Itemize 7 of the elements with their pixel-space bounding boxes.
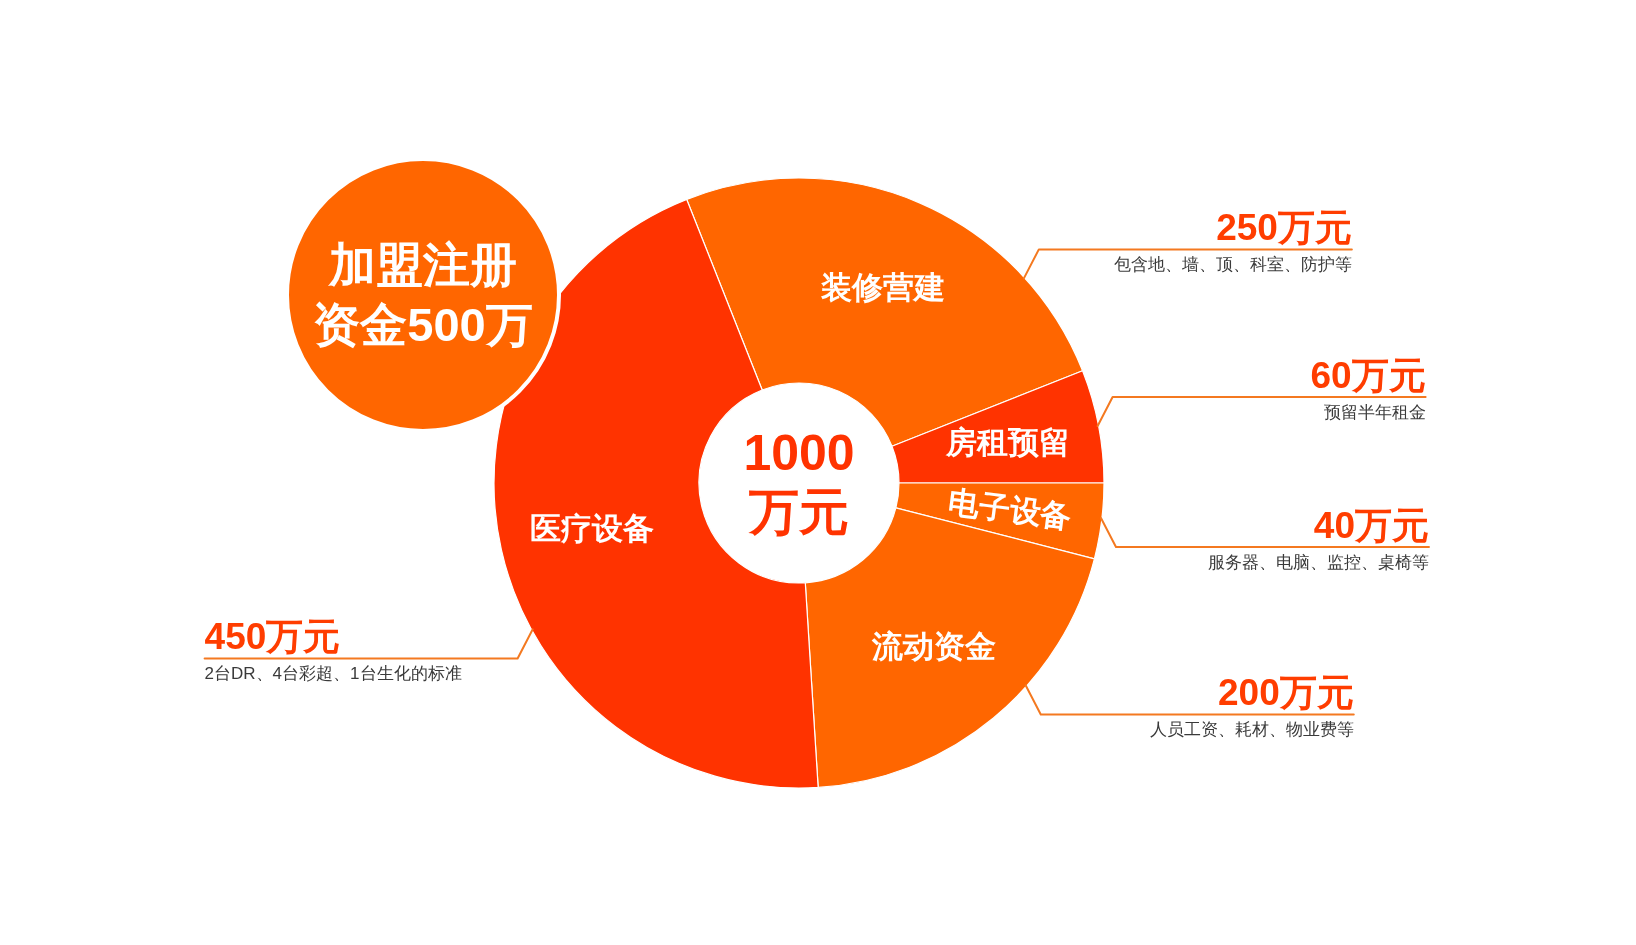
annotation: 2台DR、4台彩超、1台生化的标准 [204,664,462,684]
annotation: 服务器、电脑、监控、桌椅等 [1208,553,1429,573]
annotation: 人员工资、耗材、物业费等 [1149,720,1354,740]
annotation: 包含地、墙、顶、科室、防护等 [1113,255,1352,275]
title: 1000万元 [742,424,856,542]
annotation: 预留半年租金 [1323,403,1426,423]
annotation: 加盟注册资金500万 [312,236,534,353]
